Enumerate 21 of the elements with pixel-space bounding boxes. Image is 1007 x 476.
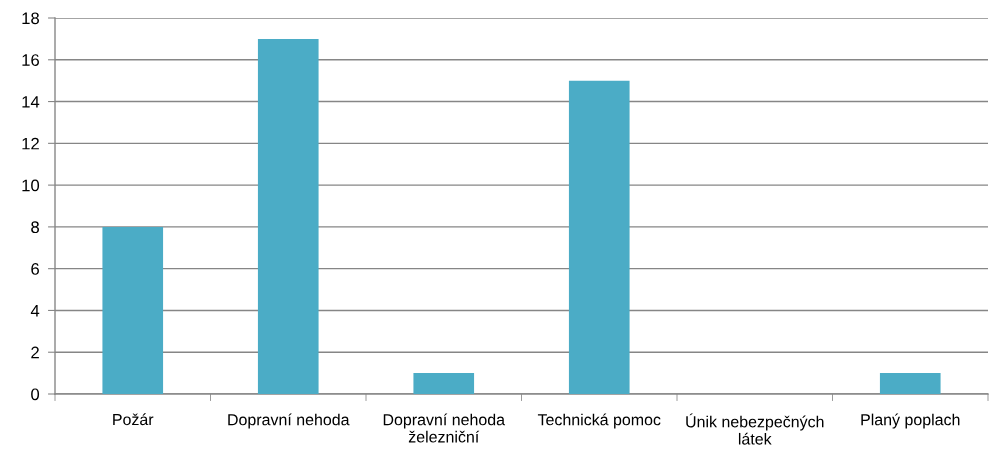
y-tick-label: 12 bbox=[22, 137, 39, 150]
y-tick-label: 14 bbox=[22, 96, 40, 108]
y-tick-label: 8 bbox=[31, 221, 39, 234]
y-tick-label: 18 bbox=[22, 12, 39, 25]
bar bbox=[102, 226, 164, 394]
bar bbox=[257, 38, 319, 394]
x-tick-label: Dopravní nehoda bbox=[228, 413, 350, 429]
x-tick-label: Únik nebezpečných látek bbox=[686, 413, 824, 445]
y-tick-label: 0 bbox=[31, 388, 40, 401]
y-tick-label: 16 bbox=[22, 54, 39, 66]
x-tick-label: Požár bbox=[113, 413, 154, 426]
y-tick-label: 6 bbox=[31, 263, 39, 275]
y-tick-label: 4 bbox=[30, 305, 40, 317]
x-tick-label: Planý poplach bbox=[861, 413, 960, 429]
y-tick-label: 10 bbox=[22, 179, 40, 192]
x-tick-label: Technická pomoc bbox=[537, 413, 661, 429]
bar bbox=[879, 373, 941, 394]
x-tick-label: Dopravní nehoda železniční bbox=[383, 413, 506, 443]
y-tick-label: 2 bbox=[31, 346, 39, 359]
bar bbox=[413, 373, 475, 394]
bar bbox=[568, 80, 630, 394]
